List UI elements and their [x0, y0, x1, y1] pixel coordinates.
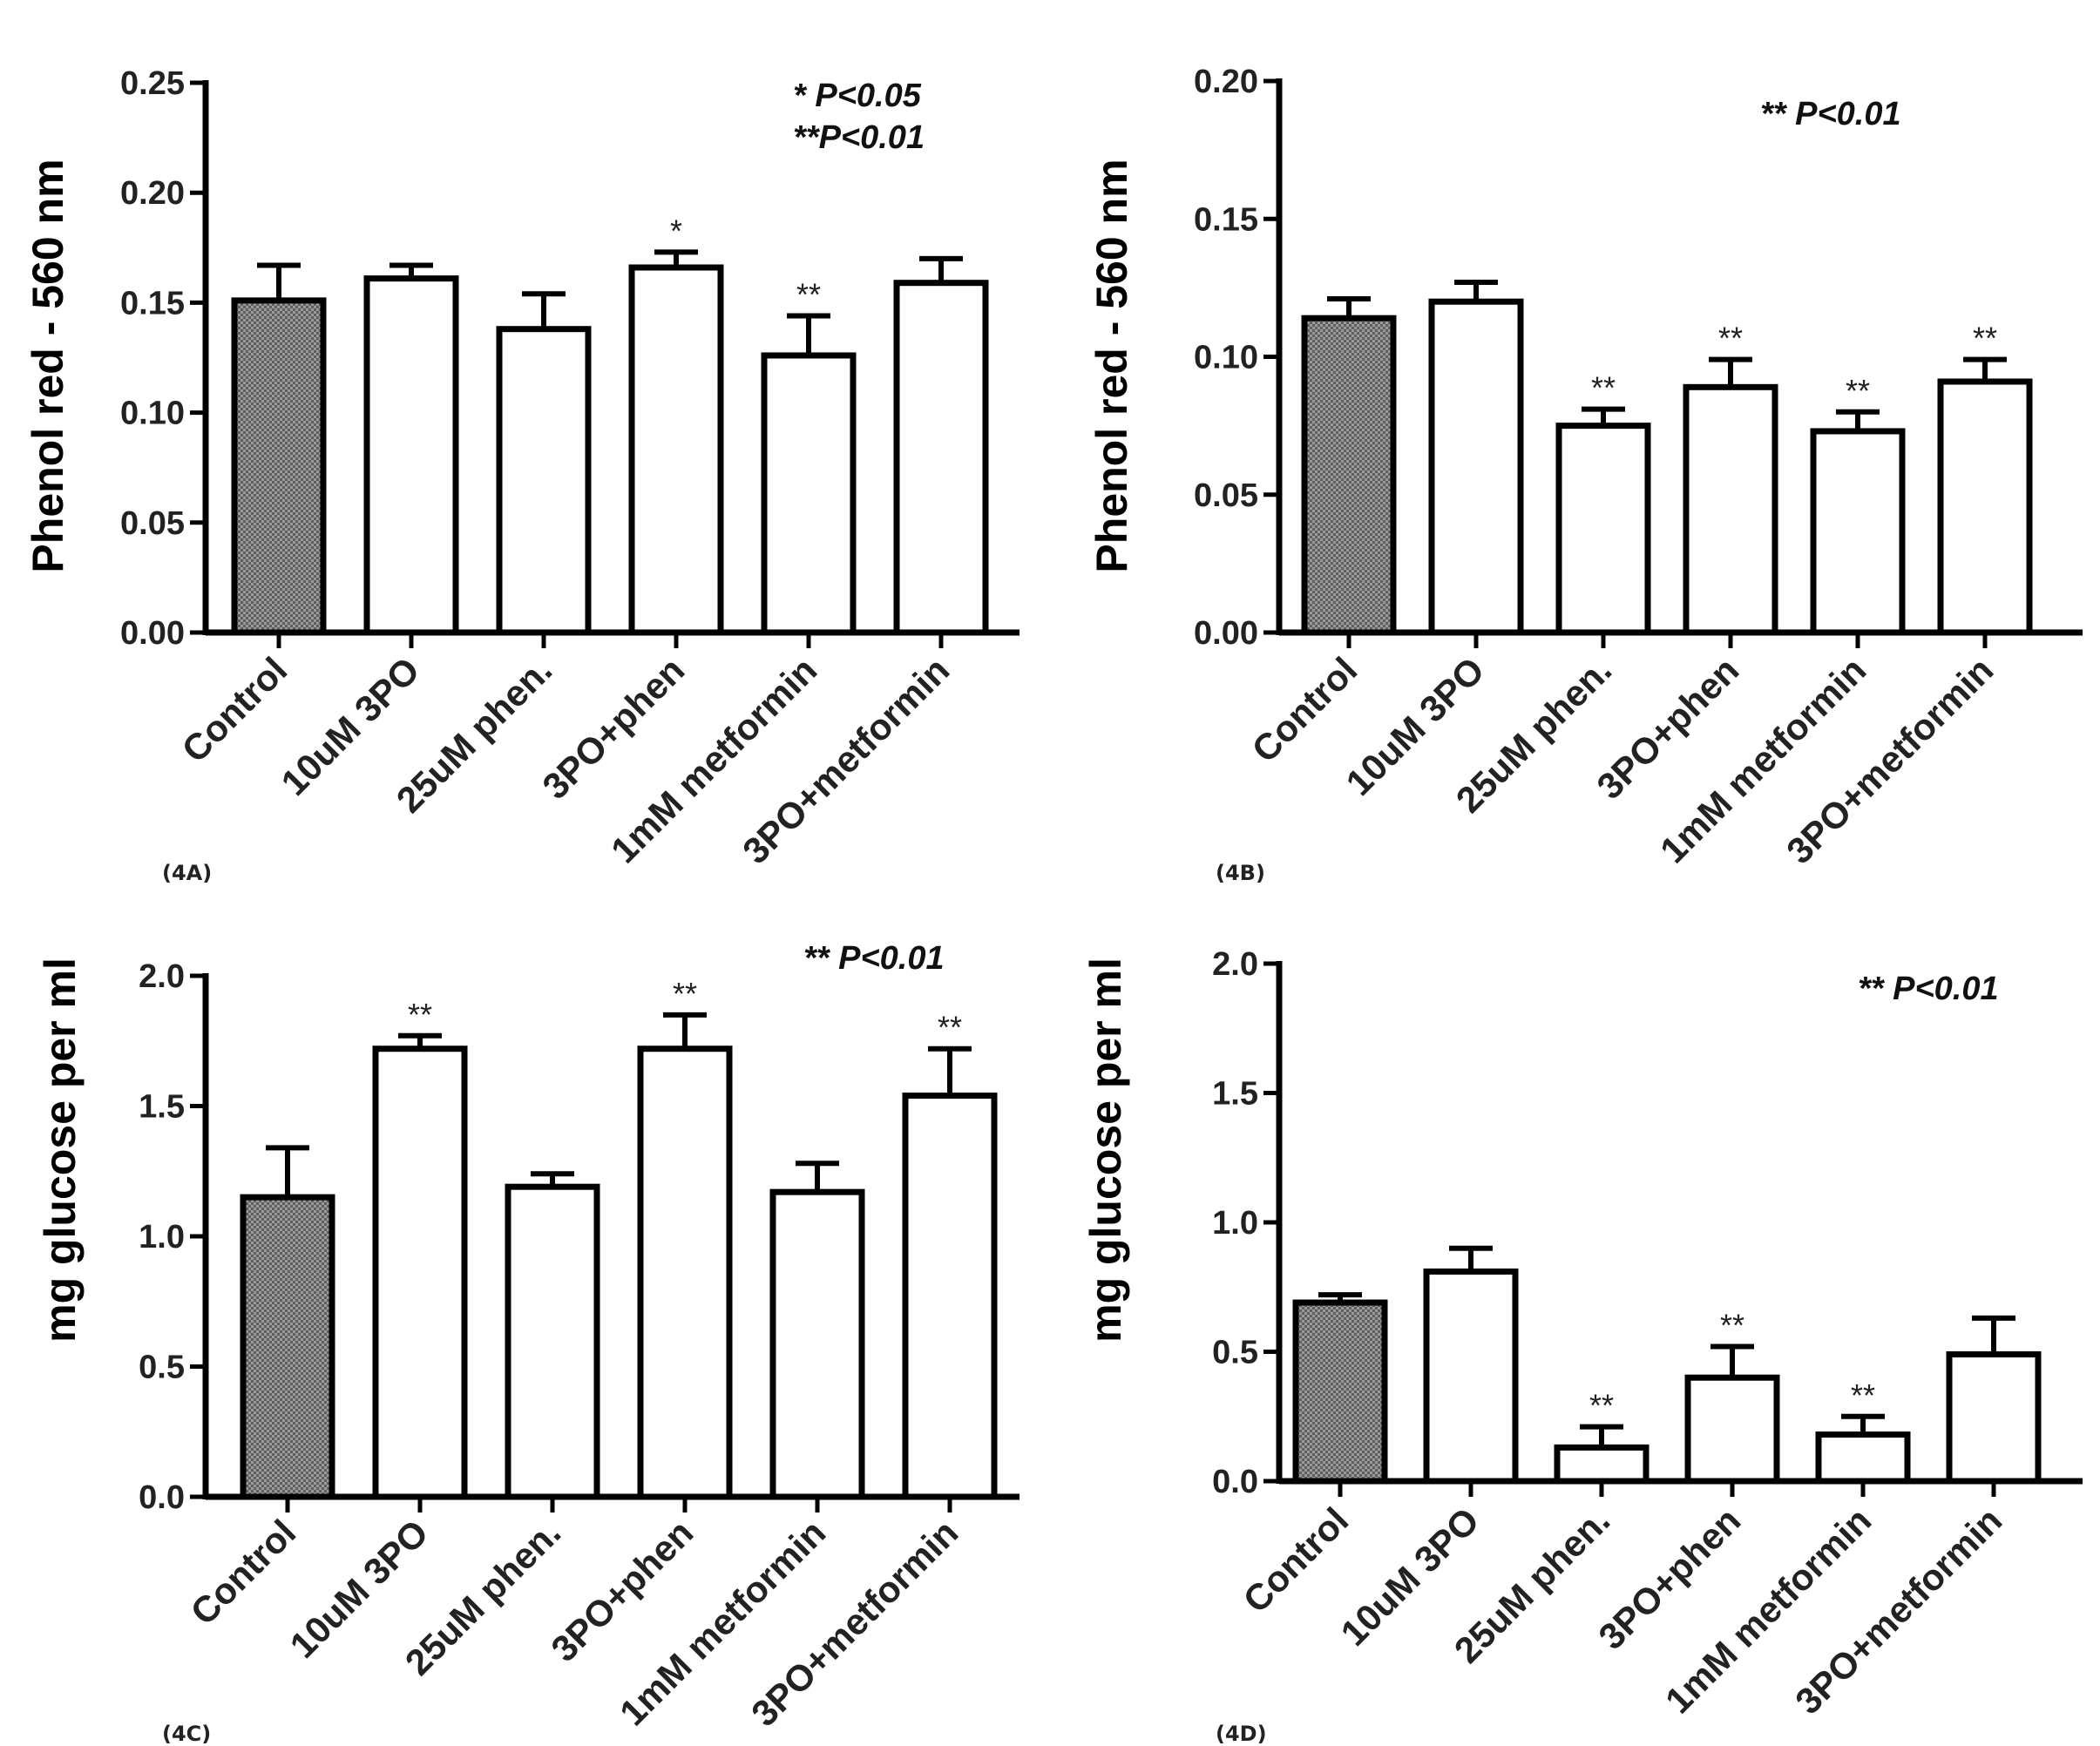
bar-25um-phen-	[1555, 423, 1651, 636]
y-tick-label: 0.15	[120, 285, 185, 321]
bar-3po-metformin	[893, 280, 989, 636]
bar-control	[240, 1194, 335, 1500]
bar-3po-phen	[637, 1046, 733, 1500]
bar-3po-metformin	[902, 1093, 998, 1500]
y-tick-label: 1.5	[1212, 1076, 1258, 1113]
bar-10um-3po	[1423, 1268, 1519, 1485]
bar-1mm-metformin	[1815, 1431, 1911, 1485]
panel-label: (4A)	[162, 861, 212, 885]
bar-3po-phen	[1684, 1374, 1780, 1485]
y-tick-label: 0.0	[1212, 1464, 1258, 1500]
significance-marker: **	[1591, 370, 1616, 406]
x-tick-label: Control	[1236, 1499, 1357, 1621]
significance-legend: **P<0.01	[793, 119, 925, 156]
y-tick-label: 2.0	[1212, 946, 1258, 983]
panel-label: (4B)	[1216, 861, 1265, 885]
significance-legend: * P<0.05	[793, 78, 922, 114]
bar-control	[1292, 1299, 1388, 1485]
bar-10um-3po	[363, 275, 459, 636]
bar-25um-phen-	[1554, 1444, 1650, 1485]
bar-25um-phen-	[505, 1183, 600, 1500]
x-tick-label: Control	[183, 1512, 304, 1633]
bar-1mm-metformin	[769, 1188, 865, 1500]
y-tick-label: 0.05	[120, 505, 185, 542]
significance-marker: **	[1851, 1377, 1875, 1413]
y-tick-label: 0.25	[120, 65, 185, 102]
y-tick-label: 0.5	[139, 1350, 185, 1386]
significance-marker: **	[408, 997, 432, 1032]
y-axis-label: Phenol red - 560 nm	[24, 159, 72, 572]
x-tick-label: Control	[1244, 649, 1365, 770]
bar-control	[1301, 315, 1397, 636]
panel-label: (4C)	[162, 1722, 211, 1746]
y-tick-label: 0.05	[1194, 477, 1258, 514]
significance-marker: **	[1589, 1388, 1614, 1424]
y-tick-label: 0.0	[139, 1479, 185, 1516]
y-tick-label: 0.20	[1194, 64, 1258, 100]
significance-marker: *	[670, 213, 682, 248]
y-tick-label: 1.0	[1212, 1205, 1258, 1242]
y-axis-label: mg glucose per ml	[36, 958, 85, 1343]
bar-1mm-metformin	[1810, 428, 1906, 636]
bar-1mm-metformin	[761, 352, 857, 636]
significance-marker: **	[673, 976, 697, 1012]
significance-marker: **	[938, 1010, 962, 1046]
significance-legend: ** P<0.01	[1760, 96, 1901, 132]
bar-3po-metformin	[1946, 1350, 2042, 1485]
significance-legend: ** P<0.01	[1858, 971, 1999, 1007]
y-tick-label: 0.00	[1194, 615, 1258, 652]
y-tick-label: 0.00	[120, 615, 185, 652]
bar-25um-phen-	[496, 326, 592, 636]
significance-marker: **	[1973, 321, 1997, 356]
bar-10um-3po	[372, 1046, 468, 1500]
x-tick-label: Control	[174, 649, 295, 770]
bar-10um-3po	[1428, 298, 1524, 636]
y-tick-label: 0.5	[1212, 1335, 1258, 1371]
panel-label: (4D)	[1216, 1722, 1267, 1746]
significance-marker: **	[1846, 373, 1870, 409]
y-tick-label: 0.10	[120, 396, 185, 432]
bar-3po-phen	[1683, 383, 1778, 636]
y-tick-label: 0.10	[1194, 340, 1258, 376]
bar-3po-metformin	[1937, 378, 2033, 636]
y-tick-label: 2.0	[139, 958, 185, 995]
y-tick-label: 1.0	[139, 1219, 185, 1255]
significance-marker: **	[1718, 321, 1743, 356]
significance-legend: ** P<0.01	[803, 940, 945, 977]
y-tick-label: 1.5	[139, 1089, 185, 1126]
y-axis-label: Phenol red - 560 nm	[1087, 159, 1136, 572]
y-axis-label: mg glucose per ml	[1081, 958, 1130, 1343]
y-tick-label: 0.15	[1194, 201, 1258, 238]
significance-marker: **	[1720, 1308, 1744, 1343]
bar-control	[231, 297, 327, 636]
bar-3po-phen	[628, 264, 724, 636]
significance-marker: **	[796, 277, 821, 313]
y-tick-label: 0.20	[120, 175, 185, 212]
